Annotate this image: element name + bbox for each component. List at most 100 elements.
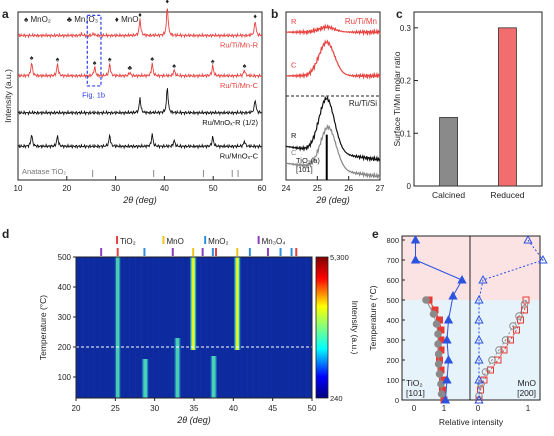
panel-c-bar [498,27,517,187]
panel-e-point [509,322,517,330]
panel-d-reference-tick [290,248,293,256]
panel-d-streak-peak [192,257,195,350]
panel-d-stripe [81,257,83,398]
panel-e-point [432,320,441,328]
panel-d-stripe [140,257,142,398]
panel-b-xtick-label: 25 [313,184,322,193]
panel-a-anatase-label: Anatase TiO₂ [22,167,66,176]
panel-d-colorbar-min: 240 [330,394,343,403]
panel-d-stripe [199,257,201,398]
panel-a-series-line [17,88,263,117]
panel-e-frame [401,235,541,401]
panel-c-frame [413,11,543,187]
panel-c-ytick-label: 0 [407,182,412,191]
panel-d-xtick-label: 30 [150,404,159,413]
panel-b-series-label: C [291,60,297,69]
panel-a-xtick-label: 60 [258,184,267,193]
panel-a-series-line [17,133,263,150]
panel-d-legend-label: MnO₂ [208,237,228,246]
panel-a-peak-marker: ♠ [211,58,215,65]
panel-d-stripe [105,257,107,398]
panel-e-point [495,346,503,354]
panel-e-point [481,368,490,376]
panel-d-reference-tick [201,248,204,256]
panel-d-stripe [170,257,172,398]
panel-d-xtick-label: 45 [268,404,277,413]
panel-d-colorbar-max: 5,300 [330,253,349,262]
panel-b-top-label: Ru/Ti/Mn [345,17,377,26]
panel-e-right-label: MnO [518,378,537,388]
panel-e-point [474,314,484,324]
panel-d-stripe [87,257,89,398]
panel-e-point [474,334,484,344]
panel-a-ylabel: Intensity (a.u.) [3,69,13,123]
panel-d-reference-tick [100,248,103,256]
panel-a-peak-marker: ♦ [166,0,170,5]
panel-d-legend-label: Mn₃O₄ [262,237,286,246]
panel-d-stripe [188,257,190,398]
panel-c-ytick-label: 0.1 [400,129,412,138]
panel-e-point [442,334,452,344]
panel-b-series-label: C [291,148,297,157]
panel-b-xlabel: 2θ (deg) [315,195,349,205]
panel-e-point [523,234,533,244]
panel-label-a: a [2,7,9,21]
panel-e-point [437,390,446,398]
panel-e-ytick-label: 0 [395,396,399,405]
panel-e-shade-high [402,236,540,300]
panel-e-ytick-label: 600 [386,276,399,285]
panel-d-reference-tick [215,248,218,256]
panel-d-xlabel: 2θ (deg) [176,415,210,425]
panel-a-peak-marker: ♠ [56,57,60,64]
panel-d-reference-tick [171,248,174,256]
panel-c-category-label: Reduced [490,190,524,200]
panel-e-point [443,354,454,364]
panel-a-zoom-box [86,14,102,87]
panel-d-stripe [306,257,308,398]
panel-e-series-line [425,299,443,395]
panel-a-annotation: Fig. 1b [82,91,105,100]
panel-d-streak-core [211,356,216,398]
panel-a-series-label: Ru/MnOₓ-C [220,151,259,160]
panel-e-point [435,370,444,378]
panel-d-legend-label: MnO [166,237,183,246]
panel-a-peak-marker: ♣ [127,65,132,72]
panel-e-xlabel: Relative intensity [439,417,504,427]
panel-d-streak-peak [236,257,239,350]
panel-c-category-label: Calcined [432,190,465,200]
panel-a-peak-marker: ♠ [93,60,97,67]
panel-d-ytick-label: 200 [58,343,72,352]
panel-e-point [487,366,494,374]
panel-e-point [517,316,524,324]
panel-a-xtick-label: 20 [62,184,71,193]
panel-b-series-line [285,23,381,37]
panel-e-point [474,354,484,364]
panel-e-point [429,310,438,318]
panel-d-heatmap: 20 25 30 35 40 45 50 2θ (deg) 100 200 300 400 500 Tem… [38,236,360,425]
panel-b-xtick-label: 24 [282,184,291,193]
panel-d-stripe [229,257,231,398]
panel-e-point [474,394,484,404]
panel-e-point [474,294,484,304]
panel-d-xtick-label: 40 [229,404,238,413]
panel-d-stripe [111,257,113,398]
panel-d-reference-tick [192,248,195,256]
panel-d-legend-swatch [116,236,119,244]
panel-d-stripe [164,257,166,398]
panel-d-xtick-label: 50 [308,404,317,413]
panel-d-ytick-label: 400 [58,283,72,292]
panel-e-point [488,356,496,364]
panel-e-point [522,296,530,304]
panel-d-stripe [123,257,125,398]
panel-label-d: d [2,227,9,241]
panel-d-reference-tick [279,248,282,256]
panel-d-xtick-label: 20 [72,404,81,413]
panel-d-stripe [258,257,260,398]
panel-a-xtick-label: 10 [14,184,23,193]
panel-e-right-xtick-label: 1 [526,404,531,413]
panel-a-frame [17,11,263,181]
panel-d-ytick-label: 500 [58,253,72,262]
panel-d-stripe [276,257,278,398]
